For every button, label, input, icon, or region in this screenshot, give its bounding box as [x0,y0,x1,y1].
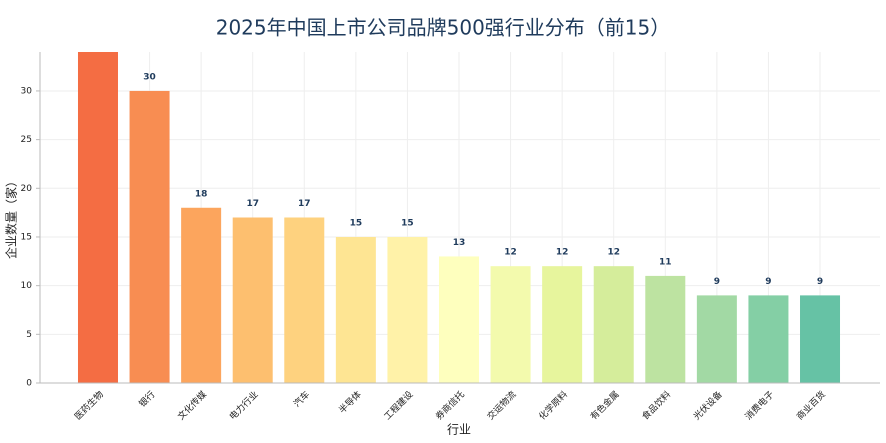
x-axis-label: 行业 [447,423,471,437]
data-label: 12 [607,248,620,258]
data-label: 9 [714,277,720,287]
x-tick-label: 光伏设备 [691,388,725,422]
x-tick-label: 半导体 [336,388,364,416]
data-label: 12 [504,248,517,258]
chart-title: 2025年中国上市公司品牌500强行业分布（前15） [216,16,671,40]
bar [232,217,273,383]
x-tick-label: 券商信托 [433,388,467,422]
bar [645,275,686,383]
bar [387,236,428,383]
x-tick-label: 化学原料 [536,388,570,422]
data-label: 12 [556,248,569,258]
bar [748,295,789,383]
x-tick-label: 交运物流 [485,388,519,422]
bar [696,295,737,383]
bars: 403018171715151312121211999 [77,52,841,383]
x-tick-label: 消费电子 [742,388,776,422]
data-label: 13 [453,238,466,248]
data-label: 15 [401,218,414,228]
bar [284,217,325,383]
x-tick-label: 银行 [136,388,157,409]
bar [77,52,118,383]
x-tick-label: 医药生物 [72,388,106,422]
x-tick-label: 商业百货 [794,388,828,422]
x-tick-label: 工程建设 [381,388,415,422]
bar [490,266,531,383]
y-tick-label: 10 [21,281,33,291]
data-label: 18 [195,189,208,199]
y-tick-label: 25 [21,135,32,145]
y-tick-label: 30 [21,86,33,96]
y-tick-label: 5 [26,330,32,340]
x-tick-label: 食品饮料 [639,388,673,422]
y-tick-label: 15 [21,232,32,242]
x-tick-label: 电力行业 [227,388,261,422]
x-tick-label: 文化传媒 [175,388,209,422]
data-label: 9 [817,277,823,287]
x-tick-label: 有色金属 [588,388,622,422]
bar [439,256,479,383]
x-tick-label: 汽车 [291,388,312,409]
bar [181,207,222,383]
data-label: 30 [143,72,156,82]
data-label: 17 [246,199,259,209]
bar [593,266,634,383]
data-label: 9 [765,277,771,287]
data-label: 11 [659,257,672,267]
data-label: 17 [298,199,311,209]
y-axis-label: 企业数量（家） [4,175,19,259]
bar [335,236,376,383]
bar [129,90,170,383]
bar [542,266,583,383]
data-label: 15 [350,218,363,228]
y-tick-label: 20 [21,184,33,194]
y-tick-label: 0 [26,379,32,389]
bar [800,295,841,383]
